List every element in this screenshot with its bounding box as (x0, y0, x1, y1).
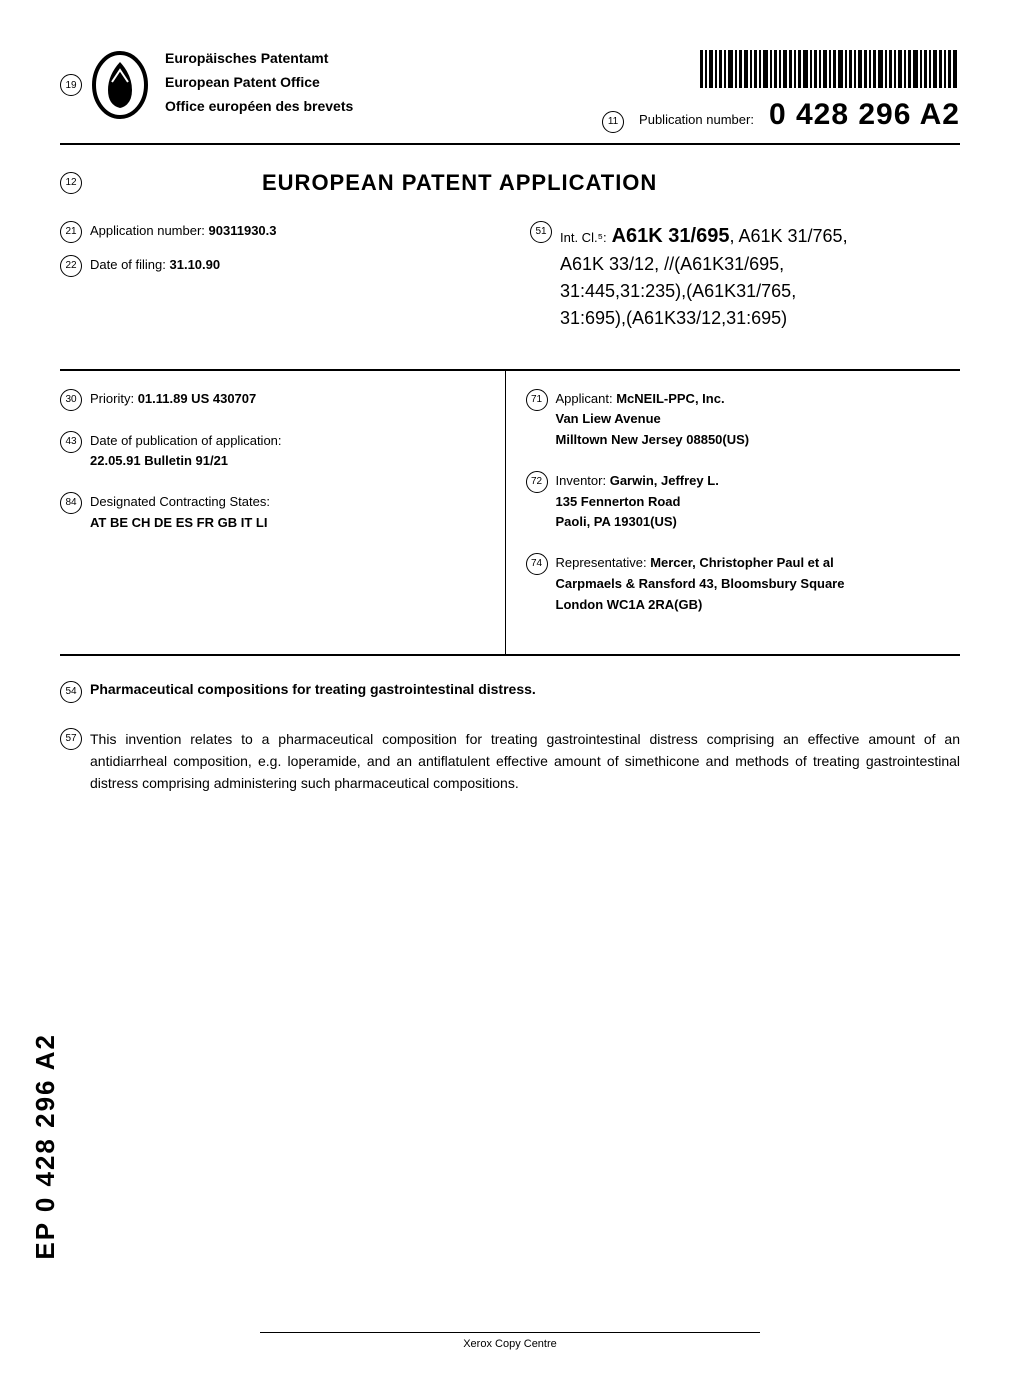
epo-logo-icon (90, 50, 150, 120)
rep-label: Representative: (556, 555, 647, 570)
abstract-text: This invention relates to a pharmaceutic… (90, 728, 960, 795)
rep-name: Mercer, Christopher Paul et al (650, 555, 834, 570)
field-22-marker: 22 (60, 255, 82, 277)
ipc-first: A61K 31/695 (612, 225, 730, 247)
applicant-label: Applicant: (556, 391, 613, 406)
biblio-box: 30 Priority: 01.11.89 US 430707 43 Date … (60, 369, 960, 656)
inventor-label: Inventor: (556, 473, 607, 488)
states-field: 84 Designated Contracting States: AT BE … (60, 492, 495, 534)
priority-text: Priority: 01.11.89 US 430707 (90, 389, 256, 410)
invention-title: Pharmaceutical compositions for treating… (90, 681, 536, 697)
logo-column: 19 (60, 50, 150, 120)
title-row: 12 EUROPEAN PATENT APPLICATION (60, 170, 960, 196)
document-title: EUROPEAN PATENT APPLICATION (262, 170, 657, 196)
field-12-marker: 12 (60, 172, 82, 194)
ipc-field: 51 Int. Cl.⁵: A61K 31/695, A61K 31/765, … (530, 221, 960, 332)
header: 19 Europäisches Patentamt European Paten… (60, 50, 960, 133)
app-number: 90311930.3 (209, 223, 277, 238)
rep-addr2: London WC1A 2RA(GB) (556, 597, 703, 612)
field-54-marker: 54 (60, 681, 82, 703)
application-number-field: 21 Application number: 90311930.3 (60, 221, 490, 243)
field-30-marker: 30 (60, 389, 82, 411)
pubdate-label: Date of publication of application: (90, 433, 282, 448)
states-label: Designated Contracting States: (90, 494, 270, 509)
barcode-icon (700, 50, 960, 88)
priority-label: Priority: (90, 391, 134, 406)
inventor-text: Inventor: Garwin, Jeffrey L. 135 Fennert… (556, 471, 719, 533)
pubdate-text: Date of publication of application: 22.0… (90, 431, 282, 473)
filing-date-text: Date of filing: 31.10.90 (90, 255, 220, 275)
ipc-codes: Int. Cl.⁵: A61K 31/695, A61K 31/765, A61… (560, 221, 848, 332)
publication-label: Publication number: (639, 112, 754, 127)
publication-number: 0 428 296 A2 (769, 98, 960, 132)
inventor-addr1: 135 Fennerton Road (556, 494, 681, 509)
footer: Xerox Copy Centre (0, 1332, 1020, 1350)
biblio-box-right: 71 Applicant: McNEIL-PPC, Inc. Van Liew … (505, 371, 961, 654)
pubdate-field: 43 Date of publication of application: 2… (60, 431, 495, 473)
application-number-text: Application number: 90311930.3 (90, 221, 277, 241)
side-publication-label: EP 0 428 296 A2 (30, 1033, 61, 1260)
field-74-marker: 74 (526, 553, 548, 575)
field-11-marker: 11 (602, 111, 624, 133)
filing-label: Date of filing: (90, 257, 166, 272)
office-name-en: European Patent Office (165, 74, 353, 90)
applicant-addr1: Van Liew Avenue (556, 411, 661, 426)
field-19-marker: 19 (60, 74, 82, 96)
app-label: Application number: (90, 223, 205, 238)
footer-text: Xerox Copy Centre (463, 1338, 557, 1350)
inventor-addr2: Paoli, PA 19301(US) (556, 514, 677, 529)
office-name-de: Europäisches Patentamt (165, 50, 353, 66)
priority-value: 01.11.89 US 430707 (138, 391, 257, 406)
priority-field: 30 Priority: 01.11.89 US 430707 (60, 389, 495, 411)
field-72-marker: 72 (526, 471, 548, 493)
representative-field: 74 Representative: Mercer, Christopher P… (526, 553, 961, 615)
ipc-label: Int. Cl.⁵: (560, 230, 607, 245)
biblio-top-right: 51 Int. Cl.⁵: A61K 31/695, A61K 31/765, … (530, 221, 960, 344)
abstract-row: 57 This invention relates to a pharmaceu… (60, 728, 960, 795)
field-71-marker: 71 (526, 389, 548, 411)
states-text: Designated Contracting States: AT BE CH … (90, 492, 270, 534)
footer-divider (260, 1332, 760, 1333)
applicant-text: Applicant: McNEIL-PPC, Inc. Van Liew Ave… (556, 389, 750, 451)
biblio-top: 21 Application number: 90311930.3 22 Dat… (60, 221, 960, 344)
states-value: AT BE CH DE ES FR GB IT LI (90, 515, 267, 530)
field-21-marker: 21 (60, 221, 82, 243)
field-51-marker: 51 (530, 221, 552, 243)
biblio-box-left: 30 Priority: 01.11.89 US 430707 43 Date … (60, 371, 505, 654)
applicant-field: 71 Applicant: McNEIL-PPC, Inc. Van Liew … (526, 389, 961, 451)
rep-addr1: Carpmaels & Ransford 43, Bloomsbury Squa… (556, 576, 845, 591)
invention-title-row: 54 Pharmaceutical compositions for treat… (60, 681, 960, 703)
field-43-marker: 43 (60, 431, 82, 453)
inventor-field: 72 Inventor: Garwin, Jeffrey L. 135 Fenn… (526, 471, 961, 533)
publication-row: 11 Publication number: 0 428 296 A2 (602, 98, 960, 133)
biblio-top-left: 21 Application number: 90311930.3 22 Dat… (60, 221, 490, 344)
pubdate-value: 22.05.91 Bulletin 91/21 (90, 453, 228, 468)
field-57-marker: 57 (60, 728, 82, 750)
field-84-marker: 84 (60, 492, 82, 514)
filing-date: 31.10.90 (170, 257, 221, 272)
header-right: 11 Publication number: 0 428 296 A2 (602, 50, 960, 133)
inventor-name: Garwin, Jeffrey L. (610, 473, 719, 488)
divider (60, 143, 960, 145)
office-names: Europäisches Patentamt European Patent O… (165, 50, 353, 114)
applicant-name: McNEIL-PPC, Inc. (616, 391, 724, 406)
filing-date-field: 22 Date of filing: 31.10.90 (60, 255, 490, 277)
representative-text: Representative: Mercer, Christopher Paul… (556, 553, 845, 615)
office-name-fr: Office européen des brevets (165, 98, 353, 114)
applicant-addr2: Milltown New Jersey 08850(US) (556, 432, 750, 447)
